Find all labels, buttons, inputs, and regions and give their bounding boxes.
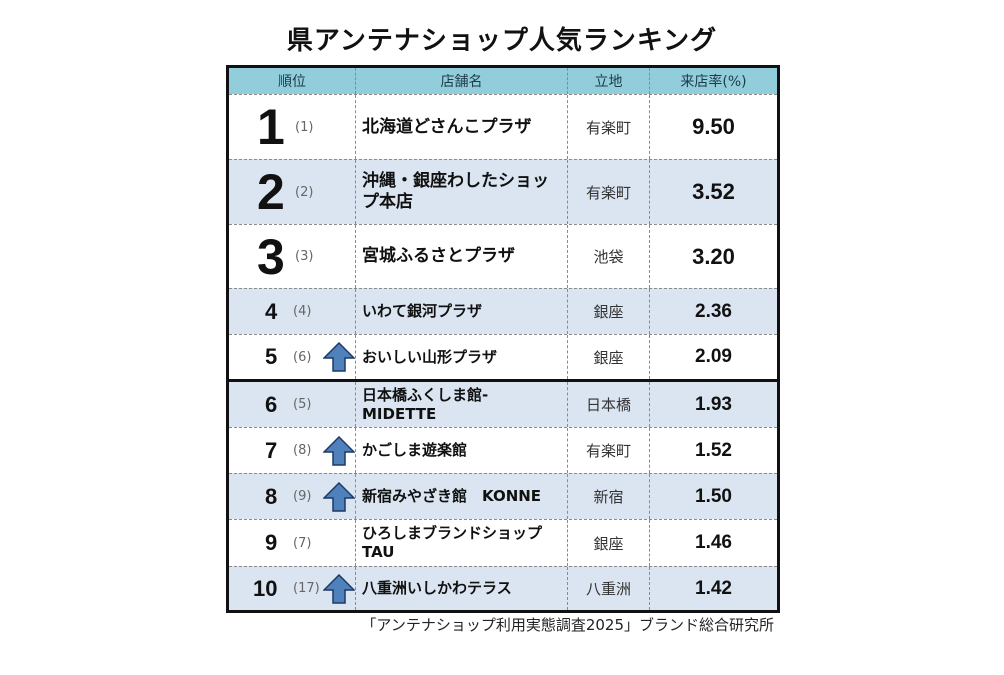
- previous-rank: (17): [293, 581, 320, 596]
- location: 新宿: [567, 474, 649, 519]
- store-name: 八重洲いしかわテラス: [362, 579, 512, 597]
- previous-rank: (2): [295, 184, 314, 200]
- store-name: いわて銀河プラザ: [362, 302, 483, 320]
- table-row: 4 (4) いわて銀河プラザ 銀座 2.36: [229, 288, 777, 334]
- location: 有楽町: [567, 95, 649, 159]
- previous-rank: (9): [293, 489, 312, 504]
- visit-rate: 1.50: [649, 474, 777, 519]
- table-row: 1 (1) 北海道どさんこプラザ 有楽町 9.50: [229, 94, 777, 159]
- rank-number: 5: [265, 344, 278, 369]
- visit-rate: 3.52: [649, 160, 777, 224]
- visit-rate: 1.93: [649, 382, 777, 427]
- visit-rate: 2.09: [649, 335, 777, 379]
- store-name: 日本橋ふくしま館- MIDETTE: [362, 385, 489, 423]
- source-caption: 「アンテナショップ利用実態調査2025」ブランド総合研究所: [361, 616, 774, 634]
- visit-rate: 1.46: [649, 520, 777, 566]
- previous-rank: (8): [293, 443, 312, 458]
- store-name: 沖縄・銀座わしたショッ プ本店: [362, 171, 549, 212]
- store-name: 新宿みやざき館 KONNE: [362, 487, 542, 505]
- visit-rate: 9.50: [649, 95, 777, 159]
- table-row: 10 (17) 八重洲いしかわテラス 八重洲 1.42: [229, 566, 777, 610]
- header-visit-rate: 来店率(%): [649, 68, 777, 94]
- location: 池袋: [567, 225, 649, 288]
- table-row: 5 (6) おいしい山形プラザ 銀座 2.09: [229, 334, 777, 379]
- rank-number: 2: [257, 164, 285, 220]
- previous-rank: (5): [293, 397, 312, 412]
- table-row: 6 (5) 日本橋ふくしま館- MIDETTE 日本橋 1.93: [229, 379, 777, 427]
- visit-rate: 1.42: [649, 567, 777, 610]
- location: 日本橋: [567, 382, 649, 427]
- previous-rank: (7): [293, 535, 312, 551]
- store-name: おいしい山形プラザ: [362, 347, 498, 366]
- table-row: 8 (9) 新宿みやざき館 KONNE 新宿 1.50: [229, 473, 777, 519]
- rank-up-arrow-icon: [323, 573, 355, 604]
- store-name: 北海道どさんこプラザ: [362, 116, 532, 137]
- header-store-name: 店舗名: [355, 68, 567, 94]
- previous-rank: (1): [295, 119, 314, 135]
- header-rank: 順位: [278, 74, 306, 90]
- rank-number: 1: [257, 99, 285, 155]
- visit-rate: 3.20: [649, 225, 777, 288]
- visit-rate: 2.36: [649, 289, 777, 334]
- previous-rank: (6): [293, 349, 312, 365]
- rank-number: 8: [265, 483, 278, 509]
- previous-rank: (3): [295, 249, 314, 264]
- location: 有楽町: [567, 160, 649, 224]
- store-name: 宮城ふるさとプラザ: [362, 246, 515, 266]
- rank-number: 6: [265, 391, 278, 417]
- rank-number: 9: [265, 530, 278, 555]
- location: 八重洲: [567, 567, 649, 610]
- table-row: 9 (7) ひろしまブランドショップ TAU 銀座 1.46: [229, 519, 777, 566]
- rank-number: 3: [257, 228, 285, 285]
- table-row: 2 (2) 沖縄・銀座わしたショッ プ本店 有楽町 3.52: [229, 159, 777, 224]
- store-name: かごしま遊楽館: [362, 441, 468, 459]
- rank-number: 4: [265, 298, 278, 324]
- rank-up-arrow-icon: [323, 342, 355, 372]
- location: 銀座: [567, 335, 649, 379]
- page-title: 県アンテナショップ人気ランキング: [286, 26, 718, 56]
- visit-rate: 1.52: [649, 428, 777, 473]
- location: 銀座: [567, 520, 649, 566]
- previous-rank: (4): [293, 304, 312, 319]
- table-row: 7 (8) かごしま遊楽館 有楽町 1.52: [229, 427, 777, 473]
- store-name: ひろしまブランドショップ TAU: [362, 524, 543, 561]
- location: 銀座: [567, 289, 649, 334]
- rank-number: 7: [265, 437, 278, 463]
- rank-up-arrow-icon: [323, 481, 355, 512]
- table-row: 3 (3) 宮城ふるさとプラザ 池袋 3.20: [229, 224, 777, 288]
- location: 有楽町: [567, 428, 649, 473]
- rank-up-arrow-icon: [323, 435, 355, 466]
- ranking-table: 順位 店舗名 立地 来店率(%) 1 (1) 北海道どさんこプラザ 有楽町 9.…: [226, 65, 780, 613]
- rank-number: 10: [253, 575, 278, 601]
- table-header: 順位 店舗名 立地 来店率(%): [229, 68, 777, 94]
- header-location: 立地: [567, 68, 649, 94]
